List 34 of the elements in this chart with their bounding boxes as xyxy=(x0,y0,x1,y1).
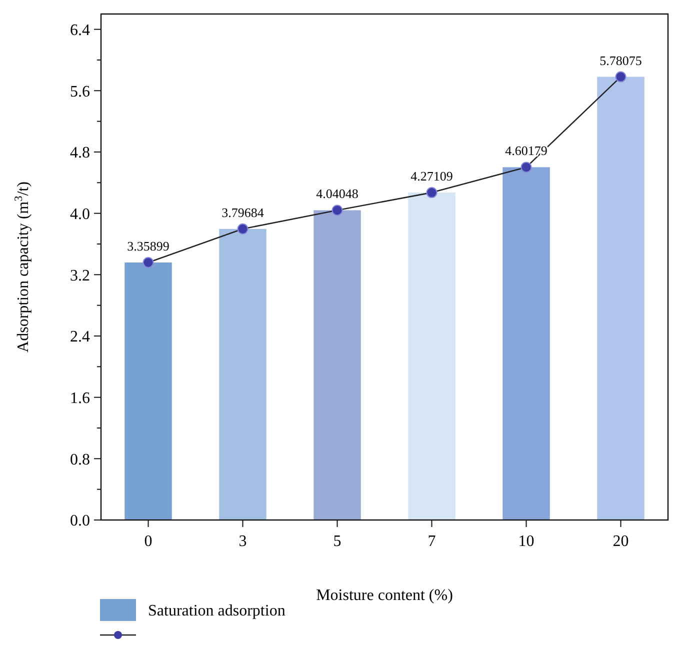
y-tick-label: 2.4 xyxy=(70,328,90,346)
y-tick-label: 0.0 xyxy=(70,512,90,530)
data-label: 4.04048 xyxy=(316,186,358,202)
bar xyxy=(597,76,644,520)
point xyxy=(237,223,248,234)
point xyxy=(615,71,626,82)
y-tick-label: 4.8 xyxy=(70,144,90,162)
y-tick-label: 4.0 xyxy=(70,206,90,223)
y-tick-label: 3.2 xyxy=(70,267,90,284)
bar xyxy=(124,262,172,520)
bar xyxy=(502,167,550,520)
data-label: 3.35899 xyxy=(127,238,170,254)
legend-label: Saturation adsorption xyxy=(148,602,286,620)
point xyxy=(520,162,532,173)
x-axis-title: Moisture content (%) xyxy=(316,587,453,604)
point xyxy=(426,187,438,198)
x-tick-label: 20 xyxy=(612,533,629,550)
data-label: 3.79684 xyxy=(222,204,264,220)
point xyxy=(332,204,343,216)
y-tick-label: 5.6 xyxy=(70,83,90,100)
x-tick-label: 10 xyxy=(518,533,534,550)
y-tick-label: 0.8 xyxy=(70,451,90,468)
bar xyxy=(314,210,361,520)
y-tick-label: 6.4 xyxy=(70,22,90,39)
x-tick-label: 0 xyxy=(144,533,152,550)
y-tick-label: 1.6 xyxy=(70,390,90,407)
x-tick-label: 3 xyxy=(238,533,247,550)
x-tick-label: 7 xyxy=(428,533,436,550)
bar xyxy=(219,228,266,520)
x-tick-label: 5 xyxy=(333,533,342,550)
data-label: 5.78075 xyxy=(600,52,642,68)
data-label: 4.27109 xyxy=(410,168,453,184)
point xyxy=(142,256,154,268)
bar xyxy=(408,192,456,520)
